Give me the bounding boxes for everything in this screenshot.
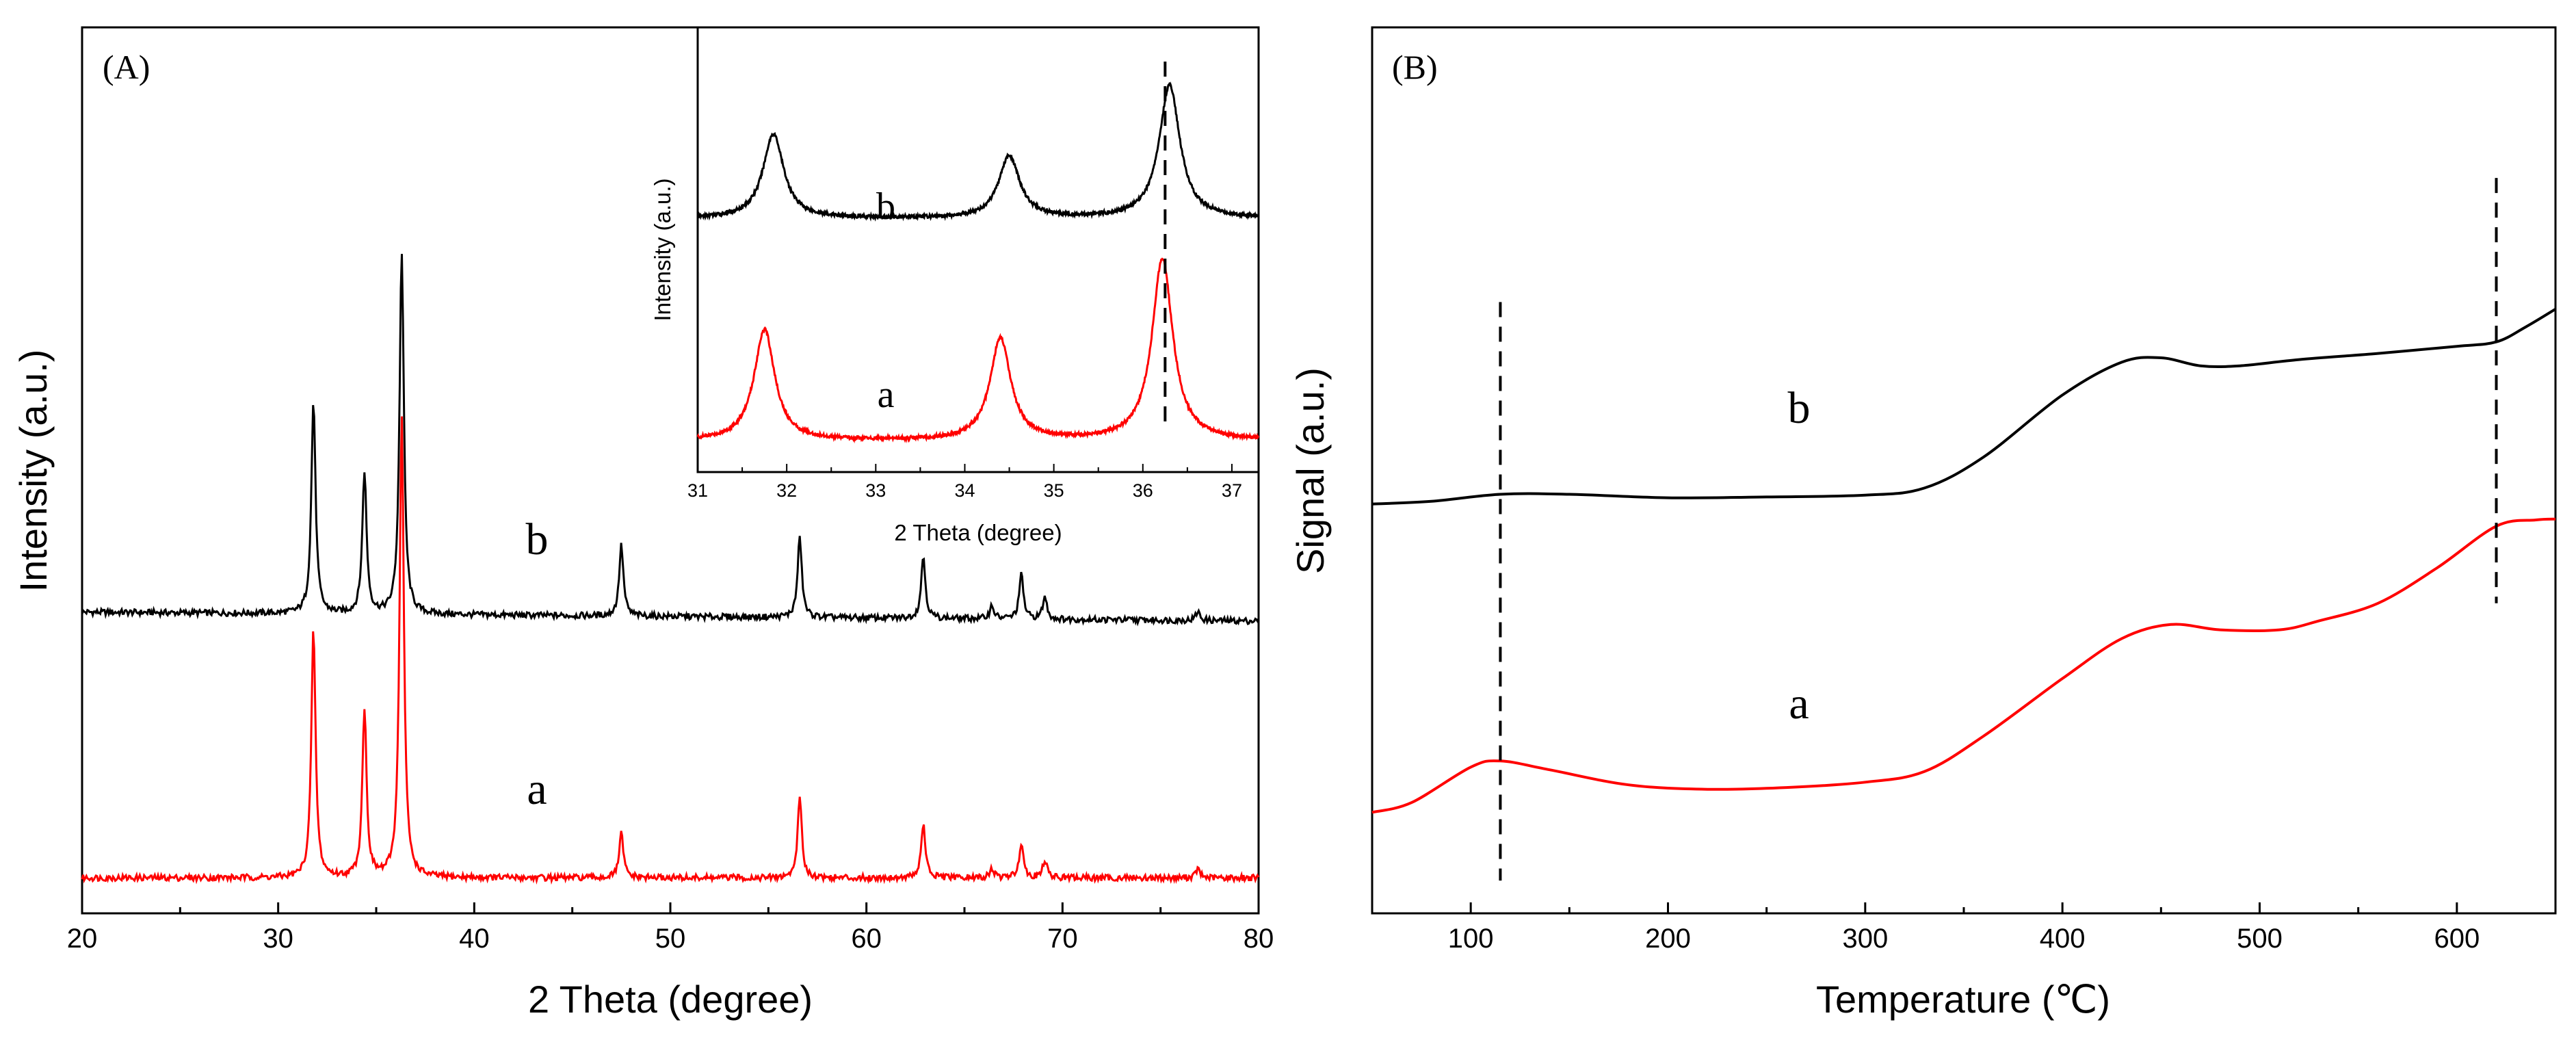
inset-x-axis: 31 32 33 34 35 36 37	[687, 464, 1242, 501]
panel-a-y-label: Intensity (a.u.)	[12, 350, 55, 592]
panel-a-tick-label: 40	[459, 924, 490, 954]
series-a-line	[81, 416, 1260, 885]
inset-tick-label: 37	[1222, 480, 1242, 501]
inset-y-label: Intensity (a.u.)	[650, 178, 675, 321]
panel-b-reference-lines	[1499, 178, 2498, 881]
panel-a-tick-label: 70	[1047, 924, 1078, 954]
panel-a-tick-label: 20	[67, 924, 98, 954]
panel-b-x-axis: 100 200 300 400 500 600	[1371, 902, 2557, 954]
panel-a-series-label-a: a	[527, 764, 547, 814]
panel-b-tick-label: 400	[2040, 924, 2086, 954]
inset-tick-label: 31	[687, 480, 708, 501]
panel-a-tick-label: 50	[655, 924, 686, 954]
panel-b-series	[1371, 308, 2557, 814]
panel-b-tick-label: 500	[2237, 924, 2283, 954]
panel-b-tick-label: 300	[1842, 924, 1888, 954]
inset-x-label: 2 Theta (degree)	[894, 520, 1062, 545]
panel-a-x-axis: 20 30 40 50 60 70 80	[67, 902, 1274, 954]
inset: 31 32 33 34 35 36 37 2 Theta (degree) Intensit…	[650, 26, 1260, 545]
inset-tick-label: 35	[1044, 480, 1064, 501]
panel-a-tick-label: 80	[1244, 924, 1274, 954]
panel-b-x-label: Temperature (℃)	[1816, 978, 2110, 1021]
panel-b-tick-label: 200	[1645, 924, 1691, 954]
panel-a-x-label: 2 Theta (degree)	[528, 978, 813, 1021]
inset-tick-label: 32	[776, 480, 797, 501]
panel-a-tick-label: 60	[851, 924, 882, 954]
panel-b-y-label: Signal (a.u.)	[1289, 367, 1332, 574]
panel-a-label: (A)	[103, 48, 150, 86]
panel-b-tick-label: 600	[2434, 924, 2480, 954]
inset-series-label-b: b	[876, 185, 895, 228]
panel-b-series-b-line	[1371, 308, 2557, 506]
panel-b-series-label-b: b	[1788, 383, 1811, 433]
panel-b-tick-label: 100	[1448, 924, 1494, 954]
series-b-line	[81, 254, 1260, 627]
panel-a-tick-label: 30	[263, 924, 293, 954]
panel-a-series	[81, 254, 1260, 885]
panel-b-series-a-line	[1371, 517, 2556, 814]
inset-tick-label: 34	[954, 480, 975, 501]
panel-b-series-label-a: a	[1789, 679, 1809, 729]
inset-series-label-a: a	[878, 374, 895, 416]
inset-tick-label: 36	[1133, 480, 1153, 501]
panel-b: (B) 100 200 300 400 500 600 Temperature (℃) S…	[1289, 26, 2557, 1021]
panel-a-series-label-b: b	[526, 514, 549, 564]
panel-b-label: (B)	[1392, 48, 1438, 86]
inset-tick-label: 33	[865, 480, 886, 501]
panel-a: (A) 20 30 40 50 60 70 80 2 Theta (degree) Inte…	[12, 26, 1274, 1021]
